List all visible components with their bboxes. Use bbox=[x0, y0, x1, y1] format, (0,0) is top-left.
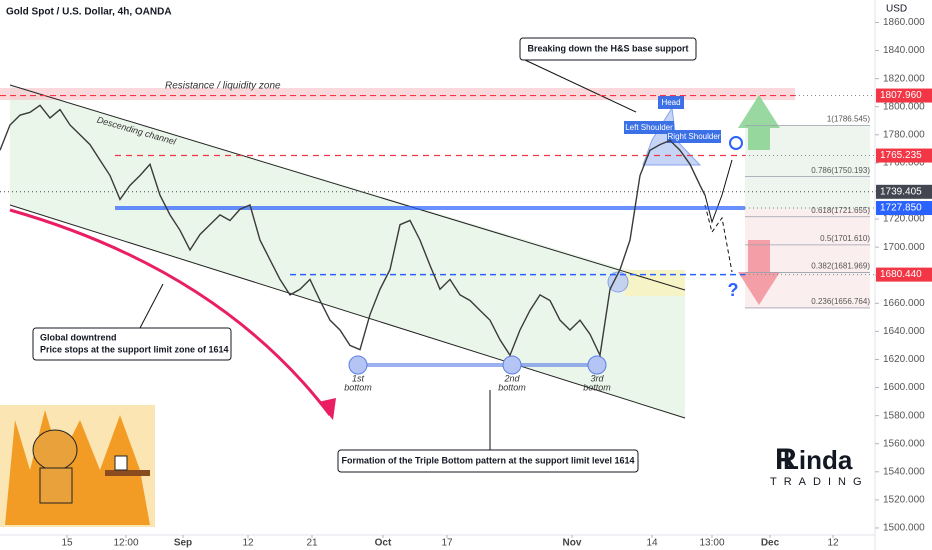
annotation: Global downtrend bbox=[40, 332, 117, 342]
target-icon bbox=[729, 136, 743, 150]
annotation: Price stops at the support limit zone of… bbox=[40, 344, 229, 354]
resistance-zone bbox=[0, 88, 795, 100]
channel-line bbox=[9, 204, 686, 419]
annotation: Breaking down the H&S base support bbox=[527, 43, 688, 53]
y-tick-label: 1620.000 bbox=[883, 354, 925, 365]
x-tick-label: Sep bbox=[174, 538, 192, 549]
channel-fill bbox=[10, 85, 685, 418]
level-tag bbox=[876, 201, 932, 216]
annotation: 2nd bbox=[503, 373, 520, 383]
annotation: Formation of the Triple Bottom pattern a… bbox=[341, 455, 634, 465]
cartoon bbox=[0, 405, 155, 527]
y-tick-label: 1600.000 bbox=[883, 382, 925, 393]
y-tick-label: 1660.000 bbox=[883, 298, 925, 309]
trend-arrow bbox=[9, 208, 332, 416]
label-bg bbox=[658, 96, 684, 109]
y-tick-label: 1780.000 bbox=[883, 129, 925, 140]
x-tick-label: 12:00 bbox=[113, 538, 138, 549]
y-tick-label: 1540.000 bbox=[883, 466, 925, 477]
fib-label: 0.5(1701.610) bbox=[820, 234, 870, 243]
y-tick-label: 1840.000 bbox=[883, 45, 925, 56]
callout bbox=[519, 37, 697, 61]
annotation: 1st bbox=[352, 373, 365, 383]
y-tick-label: 1500.000 bbox=[883, 523, 925, 534]
y-tick-label: 1860.000 bbox=[883, 17, 925, 28]
y-tick-label: 1720.000 bbox=[883, 214, 925, 225]
y-tick-label: 1800.000 bbox=[883, 101, 925, 112]
level-label: 1765.235 bbox=[880, 150, 922, 161]
fib-label: 0.236(1656.764) bbox=[811, 297, 870, 306]
level-label: 1807.960 bbox=[880, 90, 922, 101]
annotation: Head bbox=[661, 98, 680, 107]
fib-label: 1(1786.545) bbox=[827, 115, 870, 124]
level-label: 1727.850 bbox=[880, 203, 922, 214]
bottom-marker bbox=[348, 355, 368, 375]
callout bbox=[337, 449, 639, 473]
fib-label: 0.618(1721.655) bbox=[811, 206, 870, 215]
x-tick-label: Nov bbox=[563, 538, 582, 549]
y-tick-label: 1580.000 bbox=[883, 410, 925, 421]
bottom-marker bbox=[587, 355, 607, 375]
x-tick-label: 17 bbox=[441, 538, 453, 549]
chart-title: Gold Spot / U.S. Dollar, 4h, OANDA bbox=[6, 7, 172, 18]
x-tick-label: 12 bbox=[827, 538, 839, 549]
y-tick-label: 1560.000 bbox=[883, 438, 925, 449]
level-label: 1739.405 bbox=[880, 186, 922, 197]
annotation: Right Shoulder bbox=[668, 132, 721, 141]
currency: USD bbox=[886, 4, 907, 15]
label-bg bbox=[667, 130, 721, 143]
level-tag bbox=[876, 88, 932, 103]
x-tick-label: 14 bbox=[646, 538, 658, 549]
annotation: Resistance / liquidity zone bbox=[165, 81, 281, 92]
x-tick-label: 12 bbox=[242, 538, 254, 549]
level-label: 1680.440 bbox=[880, 269, 922, 280]
fib-label: 0.786(1750.193) bbox=[811, 166, 870, 175]
callout-line bbox=[524, 59, 637, 113]
x-tick-label: 13:00 bbox=[699, 538, 724, 549]
level-tag bbox=[876, 184, 932, 199]
x-tick-label: Dec bbox=[761, 538, 780, 549]
callout-line bbox=[139, 283, 164, 329]
x-tick-label: Oct bbox=[375, 538, 392, 549]
x-tick-label: 15 bbox=[61, 538, 73, 549]
channel-line bbox=[9, 84, 686, 291]
annotation: ? bbox=[728, 280, 739, 300]
logo: TRADING bbox=[770, 476, 869, 488]
x-tick-label: 21 bbox=[306, 538, 318, 549]
y-tick-label: 1700.000 bbox=[883, 242, 925, 253]
y-tick-label: 1820.000 bbox=[883, 73, 925, 84]
arrow-head bbox=[318, 398, 336, 420]
logo-mark: R bbox=[775, 443, 797, 476]
logo: Linda bbox=[783, 445, 853, 475]
price-line bbox=[0, 104, 706, 358]
y-tick-label: 1760.000 bbox=[883, 158, 925, 169]
annotation: bottom bbox=[344, 382, 372, 392]
level-tag bbox=[876, 267, 932, 282]
projection bbox=[704, 204, 733, 273]
annotation: bottom bbox=[583, 382, 611, 392]
up-arrow bbox=[738, 95, 780, 150]
annotation: bottom bbox=[498, 382, 526, 392]
annotation: 3rd bbox=[590, 373, 604, 383]
label-bg bbox=[624, 121, 674, 134]
y-tick-label: 1640.000 bbox=[883, 326, 925, 337]
bottom-marker bbox=[502, 355, 522, 375]
annotation: Left Shoulder bbox=[625, 123, 673, 132]
fib-label: 0.382(1681.969) bbox=[811, 262, 870, 271]
y-tick-label: 1520.000 bbox=[883, 495, 925, 506]
callout bbox=[32, 327, 232, 361]
level-tag bbox=[876, 148, 932, 163]
